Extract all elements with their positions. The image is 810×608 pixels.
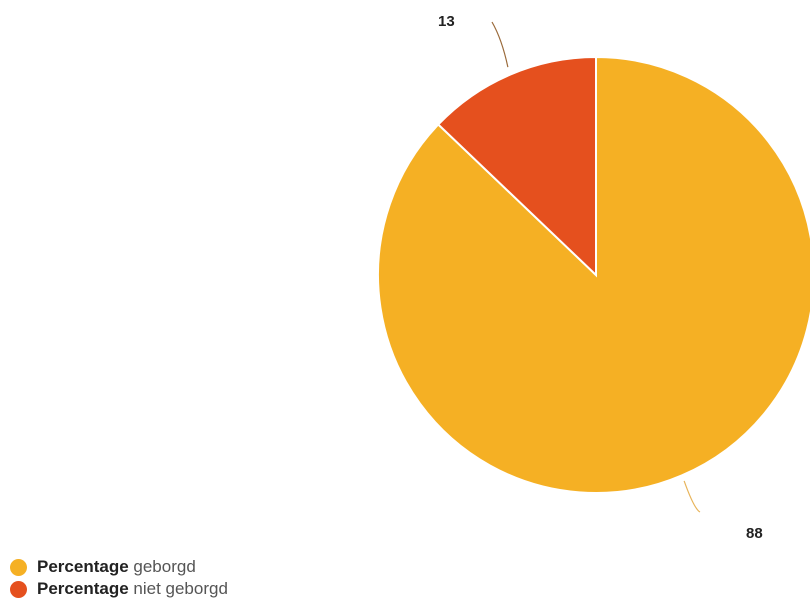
legend-swatch-niet-geborgd — [10, 580, 27, 598]
data-label-1: 13 — [438, 13, 455, 30]
legend-item-niet-geborgd: Percentage niet geborgd — [10, 578, 228, 600]
data-label-0: 88 — [746, 525, 763, 542]
leader-line-0 — [683, 480, 701, 513]
legend-swatch-geborgd — [10, 558, 27, 576]
pie-slice-1 — [436, 55, 597, 278]
legend: Percentage geborgd Percentage niet gebor… — [10, 556, 228, 600]
leader-line-1 — [491, 21, 509, 68]
legend-item-geborgd: Percentage geborgd — [10, 556, 228, 578]
pie-chart: 88 13 — [377, 13, 810, 542]
legend-label-geborgd: Percentage geborgd — [37, 557, 196, 576]
legend-label-niet-geborgd: Percentage niet geborgd — [37, 579, 228, 598]
pie-slice-0 — [377, 55, 810, 494]
